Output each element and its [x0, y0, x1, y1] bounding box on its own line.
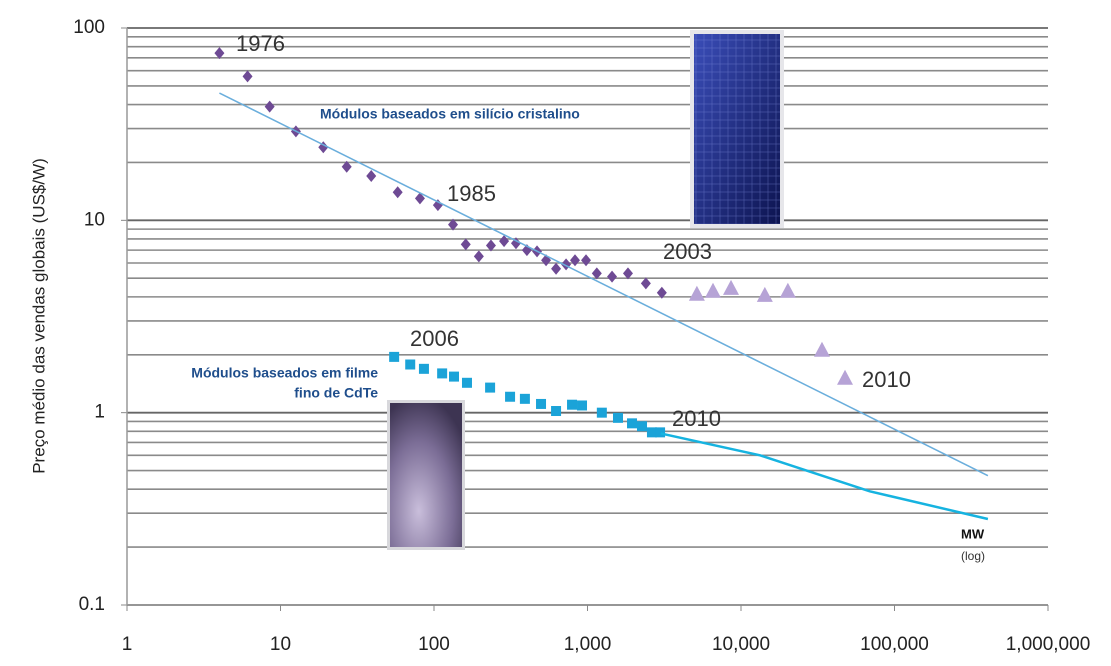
y-tick-label: 1 — [94, 402, 105, 423]
x-unit-label: MW — [961, 526, 985, 541]
square-point — [461, 377, 472, 388]
triangle-point — [837, 369, 854, 385]
x-tick-label: 1 — [122, 634, 133, 655]
triangle-point — [779, 282, 796, 298]
x-tick-label: 10,000 — [712, 634, 770, 655]
triangle-point — [813, 341, 830, 357]
diamond-point — [551, 262, 562, 275]
trend-line — [219, 92, 989, 477]
diamond-point — [569, 254, 580, 267]
annotation: Módulos baseados em silício cristalino — [320, 106, 580, 122]
square-point — [519, 393, 530, 404]
diamond-point — [392, 186, 403, 199]
y-axis-label: Preço médio das vendas globais (US$/W) — [29, 158, 48, 474]
x-tick-label: 100 — [418, 634, 450, 655]
square-point — [577, 400, 588, 411]
panel-cells — [390, 403, 462, 547]
square-point — [536, 398, 547, 409]
diamond-point — [622, 267, 633, 280]
si-panel — [690, 30, 784, 228]
diamond-point — [473, 250, 484, 263]
triangle-point — [756, 286, 773, 302]
annotation: Módulos baseados em filme — [191, 365, 378, 381]
triangle-point — [688, 285, 705, 301]
x-tick-label: 10 — [270, 634, 291, 655]
annotation: 2006 — [410, 326, 459, 351]
square-point — [596, 407, 607, 418]
x-tick-label: 1,000,000 — [1006, 634, 1091, 655]
diamond-point — [591, 267, 602, 280]
diamond-point — [460, 238, 471, 251]
y-tick-label: 10 — [84, 209, 105, 230]
diamond-point — [414, 192, 425, 205]
square-point — [449, 371, 460, 382]
diamond-point — [432, 199, 443, 212]
annotation: 1985 — [447, 181, 496, 206]
square-point — [437, 368, 448, 379]
panel-grid — [694, 34, 780, 224]
annotation: fino de CdTe — [294, 385, 378, 401]
y-tick-label: 0.1 — [79, 594, 105, 615]
diamond-point — [341, 160, 352, 173]
annotation: 2010 — [862, 367, 911, 392]
square-point — [612, 412, 623, 423]
y-tick-label: 100 — [73, 17, 105, 38]
diamond-point — [640, 277, 651, 290]
diamond-point — [656, 286, 667, 299]
diamond-point — [366, 170, 377, 183]
square-point — [627, 418, 638, 429]
diamond-point — [485, 239, 496, 252]
trend-line — [660, 432, 989, 521]
square-point — [637, 421, 648, 432]
square-point — [551, 406, 562, 417]
triangle-point — [723, 279, 740, 295]
grid — [127, 27, 1048, 606]
diamond-point — [581, 254, 592, 267]
triangle-point — [704, 282, 721, 298]
x-tick-label: 100,000 — [860, 634, 929, 655]
square-point — [389, 351, 400, 362]
annotation: 1976 — [236, 31, 285, 56]
diamond-point — [214, 47, 225, 60]
annotation: 2003 — [663, 239, 712, 264]
diamond-point — [264, 100, 275, 113]
diamond-point — [448, 218, 459, 231]
square-point — [505, 391, 516, 402]
square-point — [567, 399, 578, 410]
annotation: 2010 — [672, 406, 721, 431]
diamond-point — [499, 235, 510, 248]
square-point — [646, 427, 657, 438]
square-point — [405, 359, 416, 370]
cdte-panel — [387, 400, 465, 550]
square-point — [418, 363, 429, 374]
square-point — [485, 382, 496, 393]
x-tick-label: 1,000 — [564, 634, 612, 655]
square-point — [655, 427, 666, 438]
x-scale-note: (log) — [961, 549, 985, 563]
diamond-point — [607, 270, 618, 283]
diamond-point — [242, 70, 253, 83]
